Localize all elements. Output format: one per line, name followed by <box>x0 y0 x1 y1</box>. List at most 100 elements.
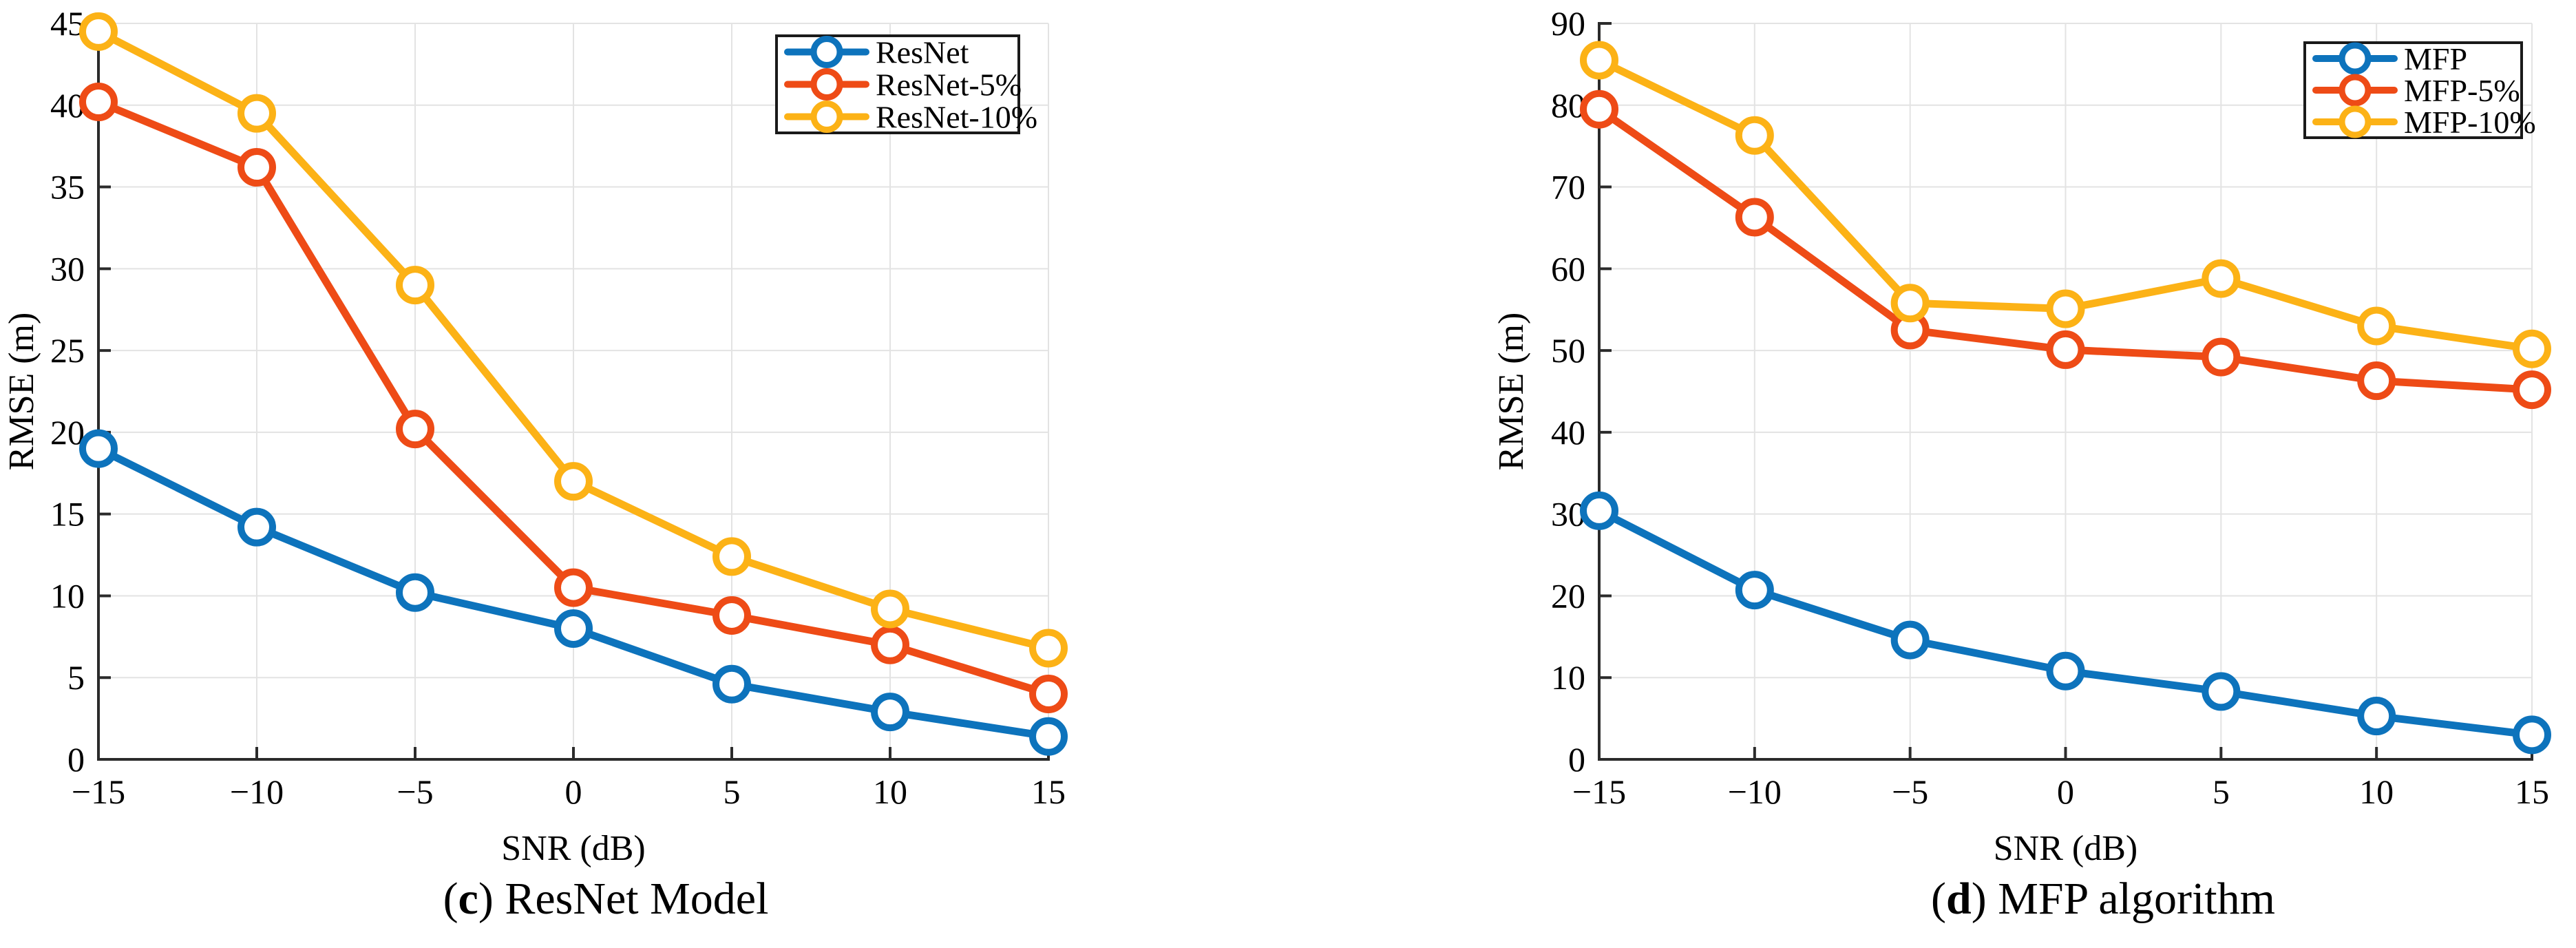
caption-open-paren: ( <box>443 874 458 924</box>
data-point-marker <box>396 410 434 449</box>
y-tick-label: 5 <box>67 658 85 697</box>
data-point-marker <box>2046 651 2085 691</box>
y-tick-label: 40 <box>1551 413 1585 452</box>
data-point-marker <box>2202 672 2241 711</box>
data-point-marker <box>554 462 593 501</box>
data-point-marker <box>2202 259 2241 298</box>
x-tick-label: −10 <box>230 772 284 811</box>
data-point-marker <box>1735 571 1774 610</box>
y-tick-label: 20 <box>50 413 85 452</box>
x-tick-label: −15 <box>1572 772 1626 811</box>
legend-label: ResNet <box>876 35 969 70</box>
legend-label: MFP-5% <box>2404 73 2520 108</box>
y-tick-label: 45 <box>50 4 85 43</box>
data-point-marker <box>712 664 751 704</box>
caption-text: ) MFP algorithm <box>1971 874 2275 924</box>
data-point-marker <box>79 429 118 468</box>
x-tick-label: −5 <box>1892 772 1928 811</box>
data-point-marker <box>2513 329 2551 368</box>
caption-letter-c: c <box>458 874 478 924</box>
data-point-marker <box>396 266 434 305</box>
x-tick-label: −5 <box>397 772 433 811</box>
data-point-marker <box>2357 697 2396 736</box>
y-tick-label: 0 <box>67 740 85 779</box>
y-tick-label: 10 <box>1551 658 1585 697</box>
legend-marker <box>2339 42 2372 75</box>
data-point-marker <box>237 507 276 547</box>
legend-marker <box>810 36 843 68</box>
data-point-marker <box>237 94 276 133</box>
chart-mfp: −15 −10 −5 0 5 10 15 0 10 20 30 40 50 60 70 80 90 SNR (dB… <box>1492 4 2551 868</box>
legend-marker <box>810 68 843 101</box>
y-tick-label: 50 <box>1551 331 1585 370</box>
data-point-marker <box>2357 361 2396 401</box>
data-point-marker <box>2513 715 2551 755</box>
data-point-marker <box>1029 629 1068 668</box>
x-tick-label: 15 <box>2515 772 2549 811</box>
data-point-marker <box>554 568 593 607</box>
caption-resnet-model: (c) ResNet Model <box>443 873 769 925</box>
y-tick-label: 20 <box>1551 576 1585 615</box>
y-tick-label: 10 <box>50 576 85 615</box>
data-point-marker <box>1890 284 1930 323</box>
data-point-marker <box>1029 717 1068 756</box>
data-point-marker <box>237 148 276 187</box>
data-point-marker <box>1890 620 1930 660</box>
legend-label: ResNet-5% <box>876 67 1022 103</box>
data-point-marker <box>1735 198 1774 237</box>
data-point-marker <box>2357 306 2396 346</box>
x-tick-label: 5 <box>724 772 741 811</box>
y-tick-label: 30 <box>1551 495 1585 534</box>
y-tick-label: 0 <box>1568 740 1585 779</box>
data-point-marker <box>2513 370 2551 410</box>
data-point-marker <box>396 573 434 612</box>
y-tick-label: 80 <box>1551 86 1585 125</box>
x-tick-label: 5 <box>2213 772 2230 811</box>
caption-text: ) ResNet Model <box>478 874 769 924</box>
x-tick-label: 0 <box>2057 772 2074 811</box>
x-tick-label: 10 <box>2359 772 2394 811</box>
data-point-marker <box>79 83 118 122</box>
legend-label: MFP-10% <box>2404 105 2536 140</box>
data-point-marker <box>1580 41 1618 80</box>
x-axis-label: SNR (dB) <box>501 829 645 868</box>
x-axis-label: SNR (dB) <box>1994 829 2137 868</box>
chart-resnet: −15 −10 −5 0 5 10 15 0 5 10 15 20 25 30 35 40 45 SNR (dB)… <box>2 4 1068 868</box>
data-point-marker <box>554 609 593 648</box>
y-tick-label: 40 <box>50 86 85 125</box>
y-tick-label: 30 <box>50 249 85 288</box>
y-tick-label: 60 <box>1551 249 1585 288</box>
y-tick-label: 90 <box>1551 4 1585 43</box>
data-point-marker <box>2046 289 2085 328</box>
legend-label: MFP <box>2404 41 2467 76</box>
legend-marker <box>2339 74 2372 107</box>
data-point-marker <box>1580 89 1618 129</box>
legend-marker <box>810 101 843 133</box>
data-point-marker <box>1735 116 1774 155</box>
legend-label: ResNet-10% <box>876 100 1037 135</box>
x-tick-label: −10 <box>1728 772 1782 811</box>
caption-mfp-algorithm: (d) MFP algorithm <box>1931 873 2275 925</box>
x-tick-label: −15 <box>72 772 125 811</box>
legend-marker <box>2339 105 2372 138</box>
data-point-marker <box>871 693 909 732</box>
data-point-marker <box>1580 491 1618 530</box>
y-tick-label: 15 <box>50 495 85 534</box>
data-point-marker <box>2202 337 2241 377</box>
x-tick-label: 10 <box>873 772 907 811</box>
data-point-marker <box>712 596 751 635</box>
data-point-marker <box>871 625 909 664</box>
y-axis-label: RMSE (m) <box>1492 313 1531 471</box>
data-point-marker <box>871 589 909 629</box>
data-point-marker <box>79 12 118 51</box>
x-tick-label: 0 <box>565 772 582 811</box>
data-point-marker <box>712 537 751 576</box>
data-point-marker <box>1029 674 1068 713</box>
caption-open-paren: ( <box>1931 874 1947 924</box>
y-tick-label: 70 <box>1551 168 1585 207</box>
x-tick-label: 15 <box>1031 772 1066 811</box>
caption-letter-d: d <box>1946 874 1972 924</box>
y-axis-label: RMSE (m) <box>2 313 41 471</box>
